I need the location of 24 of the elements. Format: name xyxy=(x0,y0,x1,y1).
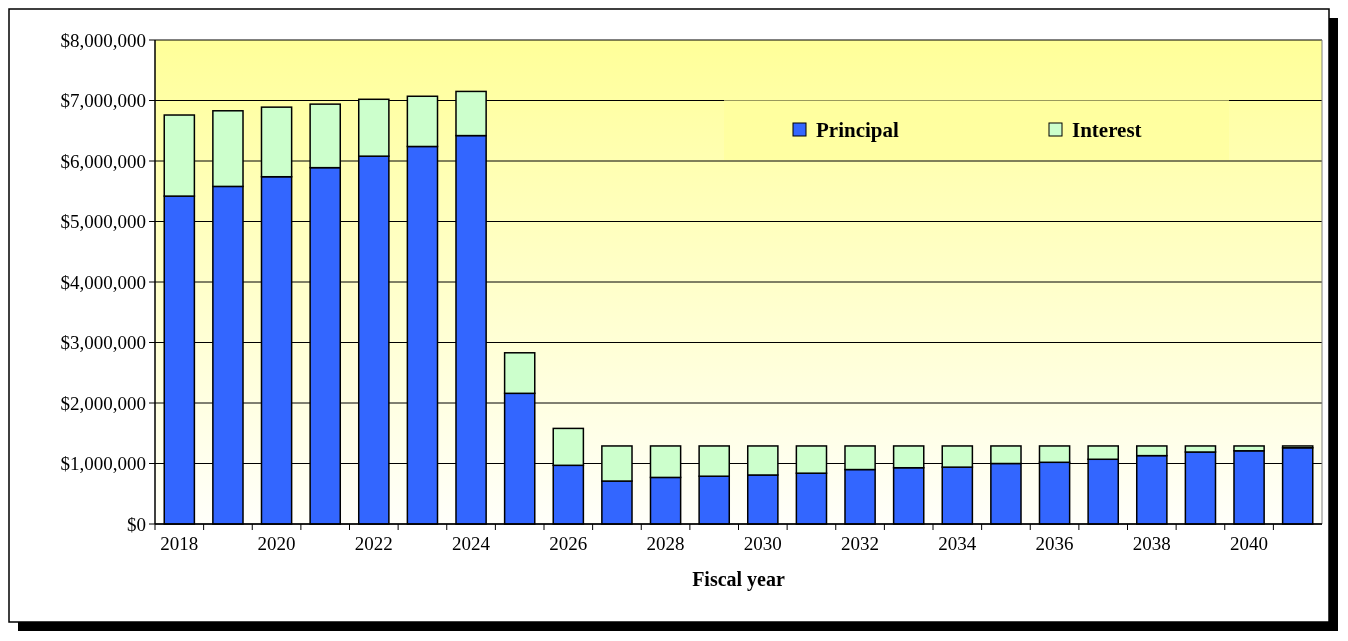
x-tick-label: 2032 xyxy=(841,533,880,554)
y-tick-label: $2,000,000 xyxy=(60,392,146,414)
x-tick-label: 2034 xyxy=(938,533,977,554)
legend-label: Interest xyxy=(1072,118,1142,143)
y-tick-label: $1,000,000 xyxy=(60,453,146,475)
x-tick-label: 2018 xyxy=(160,533,199,554)
y-tick-label: $8,000,000 xyxy=(60,29,146,51)
x-tick-label: 2036 xyxy=(1035,533,1074,554)
y-tick-label: $0 xyxy=(127,513,146,535)
x-axis-title: Fiscal year xyxy=(692,568,785,591)
y-tick-label: $6,000,000 xyxy=(60,150,146,172)
x-tick-label: 2040 xyxy=(1230,533,1269,554)
x-tick-label: 2028 xyxy=(646,533,685,554)
x-tick-label: 2030 xyxy=(743,533,782,554)
x-tick-label: 2020 xyxy=(257,533,296,554)
y-tick-label: $5,000,000 xyxy=(60,211,146,233)
y-tick-label: $3,000,000 xyxy=(60,332,146,354)
legend-label: Principal xyxy=(816,118,899,143)
x-tick-label: 2024 xyxy=(452,533,491,554)
x-tick-label: 2026 xyxy=(549,533,588,554)
x-tick-label: 2022 xyxy=(354,533,393,554)
y-tick-label: $7,000,000 xyxy=(60,90,146,112)
y-tick-label: $4,000,000 xyxy=(60,271,146,293)
x-tick-label: 2038 xyxy=(1132,533,1171,554)
